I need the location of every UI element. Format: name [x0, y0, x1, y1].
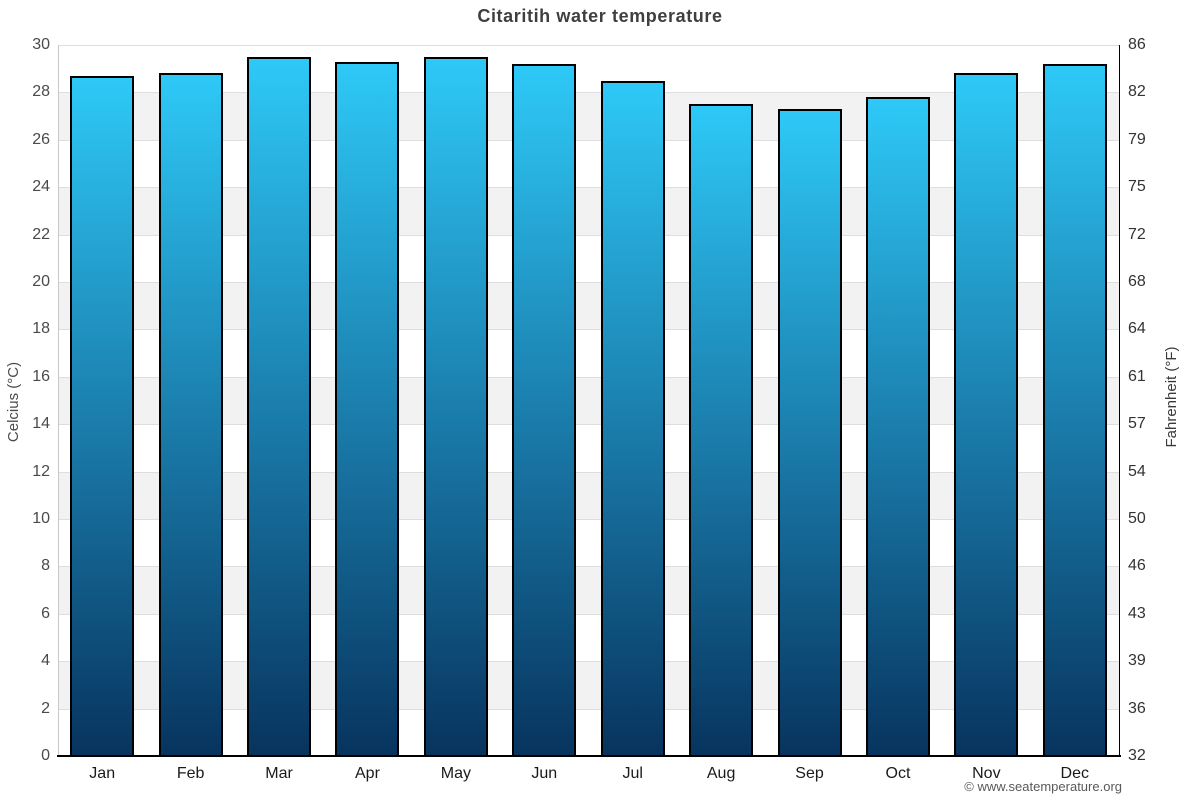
- bar-sep[interactable]: [777, 108, 842, 756]
- gridline-24c: [58, 187, 1119, 188]
- x-axis-label-jul: Jul: [622, 765, 643, 782]
- bar-jan[interactable]: [70, 75, 135, 756]
- bar-dec[interactable]: [1042, 63, 1107, 756]
- plot-band-18-20: [58, 282, 1119, 330]
- plot-band-2-4: [58, 661, 1119, 709]
- bar-mar[interactable]: [247, 56, 312, 756]
- celsius-tick-24: 24: [32, 178, 50, 196]
- fahrenheit-tick-75: 75: [1128, 178, 1146, 196]
- x-axis-label-jun: Jun: [531, 765, 558, 782]
- fahrenheit-tick-46: 46: [1128, 557, 1146, 575]
- gridline-16c: [58, 377, 1119, 378]
- fahrenheit-tick-61: 61: [1128, 367, 1146, 385]
- x-axis-label-may: May: [440, 765, 471, 782]
- celsius-tick-0: 0: [41, 747, 50, 764]
- fahrenheit-tick-72: 72: [1128, 225, 1146, 243]
- celsius-tick-6: 6: [41, 604, 50, 622]
- y-axis-line-left: [58, 45, 59, 756]
- gridline-6c: [58, 614, 1119, 615]
- gridline-22c: [58, 235, 1119, 236]
- celsius-tick-2: 2: [41, 699, 50, 717]
- fahrenheit-tick-32: 32: [1128, 747, 1146, 764]
- gridline-2c: [58, 709, 1119, 710]
- x-axis-label-sep: Sep: [795, 765, 824, 782]
- fahrenheit-tick-79: 79: [1128, 130, 1146, 148]
- x-axis-label-nov: Nov: [972, 765, 1001, 782]
- x-axis-label-feb: Feb: [176, 765, 205, 782]
- gridline-14c: [58, 424, 1119, 425]
- bar-oct[interactable]: [865, 97, 930, 756]
- fahrenheit-tick-39: 39: [1128, 652, 1146, 670]
- plot-band-22-24: [58, 187, 1119, 235]
- gridline-12c: [58, 472, 1119, 473]
- copyright-notice: © www.seatemperature.org: [964, 779, 1122, 794]
- celsius-tick-30: 30: [32, 36, 50, 53]
- fahrenheit-tick-68: 68: [1128, 273, 1146, 290]
- gridline-8c: [58, 566, 1119, 567]
- plot-band-26-28: [58, 92, 1119, 140]
- y-axis-title-celsius: Celcius (°C): [5, 361, 22, 443]
- fahrenheit-tick-36: 36: [1128, 699, 1146, 717]
- gridline-30c: [58, 45, 1119, 46]
- celsius-tick-10: 10: [32, 510, 50, 527]
- fahrenheit-tick-57: 57: [1128, 415, 1146, 433]
- bar-nov[interactable]: [954, 73, 1019, 756]
- y-axis-line-right: [1119, 45, 1120, 756]
- plot-band-14-16: [58, 376, 1119, 425]
- x-axis-label-dec: Dec: [1060, 765, 1089, 782]
- gridline-18c: [58, 329, 1119, 330]
- x-axis-line: [57, 755, 1121, 757]
- bar-may[interactable]: [423, 56, 488, 756]
- gridline-10c: [58, 519, 1119, 520]
- gridline-4c: [58, 661, 1119, 662]
- plot-area: [58, 45, 1119, 756]
- bar-apr[interactable]: [335, 61, 400, 756]
- fahrenheit-tick-64: 64: [1128, 320, 1146, 338]
- celsius-tick-28: 28: [32, 83, 50, 101]
- x-axis-label-aug: Aug: [706, 765, 736, 782]
- x-axis-label-apr: Apr: [355, 765, 380, 782]
- gridline-26c: [58, 140, 1119, 141]
- celsius-tick-20: 20: [32, 273, 50, 290]
- bar-jun[interactable]: [512, 63, 577, 756]
- celsius-tick-18: 18: [32, 320, 50, 338]
- y-axis-title-fahrenheit: Fahrenheit (°F): [1163, 346, 1180, 448]
- fahrenheit-tick-50: 50: [1128, 510, 1146, 527]
- gridline-20c: [58, 282, 1119, 283]
- x-axis-label-jan: Jan: [89, 765, 116, 782]
- x-axis-label-mar: Mar: [265, 765, 293, 782]
- x-axis-label-oct: Oct: [885, 765, 911, 782]
- celsius-tick-22: 22: [32, 225, 50, 243]
- celsius-tick-26: 26: [32, 130, 50, 148]
- gridline-28c: [58, 92, 1119, 93]
- celsius-tick-12: 12: [32, 462, 50, 480]
- celsius-tick-16: 16: [32, 367, 50, 385]
- bar-jul[interactable]: [600, 80, 665, 756]
- chart-title: Citaritih water temperature: [477, 6, 723, 26]
- celsius-tick-4: 4: [41, 652, 50, 670]
- plot-band-6-8: [58, 566, 1119, 614]
- celsius-tick-8: 8: [41, 557, 50, 575]
- fahrenheit-tick-86: 86: [1128, 36, 1146, 53]
- plot-band-10-12: [58, 471, 1119, 519]
- bar-aug[interactable]: [689, 104, 754, 756]
- celsius-tick-14: 14: [32, 415, 50, 433]
- fahrenheit-tick-54: 54: [1128, 462, 1146, 480]
- fahrenheit-tick-43: 43: [1128, 604, 1146, 622]
- fahrenheit-tick-82: 82: [1128, 83, 1146, 101]
- bar-feb[interactable]: [158, 73, 223, 756]
